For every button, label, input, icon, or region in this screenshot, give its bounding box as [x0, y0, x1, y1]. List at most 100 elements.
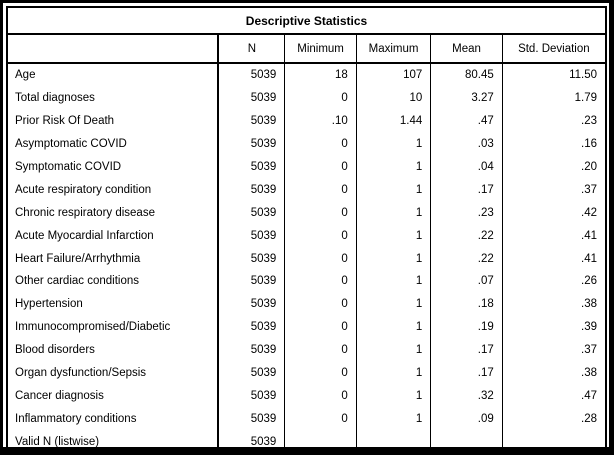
cell-std-deviation: .47	[501, 384, 606, 408]
row-label: Acute respiratory condition	[7, 178, 220, 202]
row-label: Asymptomatic COVID	[7, 132, 220, 156]
cell-n: 5039	[217, 407, 285, 431]
cell-n: 5039	[217, 86, 285, 110]
table-row: Hypertension 5039 0 1 .18 .38	[7, 292, 606, 316]
cell-minimum: 0	[284, 247, 357, 271]
cell-maximum: 1	[355, 270, 431, 293]
cell-std-deviation: 1.79	[501, 86, 606, 110]
cell-std-deviation: .38	[501, 361, 606, 385]
table-row: Cancer diagnosis 5039 0 1 .32 .47	[7, 384, 606, 408]
row-label: Organ dysfunction/Sepsis	[7, 361, 220, 385]
column-header-minimum: Minimum	[284, 34, 357, 64]
column-header-mean: Mean	[430, 34, 503, 64]
cell-maximum: 1	[355, 338, 431, 362]
cell-minimum: 0	[284, 338, 357, 362]
cell-minimum: .10	[284, 109, 357, 133]
column-header-n: N	[217, 34, 285, 64]
cell-minimum: 0	[284, 361, 357, 385]
cell-std-deviation: .39	[501, 315, 606, 339]
cell-mean: .17	[430, 178, 503, 202]
cell-maximum: 1	[355, 247, 431, 271]
row-label: Immunocompromised/Diabetic	[7, 315, 220, 339]
row-label: Chronic respiratory disease	[7, 201, 220, 225]
table-title-row: Descriptive Statistics	[7, 7, 606, 35]
cell-std-deviation: .41	[501, 224, 606, 248]
cell-std-deviation: .16	[501, 132, 606, 156]
cell-mean: 80.45	[430, 63, 503, 87]
cell-minimum: 0	[284, 407, 357, 431]
cell-n: 5039	[217, 292, 285, 316]
cell-std-deviation: .42	[501, 201, 606, 225]
row-label: Other cardiac conditions	[7, 270, 220, 293]
table-row: Organ dysfunction/Sepsis 5039 0 1 .17 .3…	[7, 361, 606, 385]
table-row: Other cardiac conditions 5039 0 1 .07 .2…	[7, 270, 606, 293]
cell-minimum: 18	[284, 63, 357, 87]
cell-maximum: 1.44	[355, 109, 431, 133]
cell-minimum: 0	[284, 270, 357, 293]
row-label: Blood disorders	[7, 338, 220, 362]
cell-minimum: 0	[284, 315, 357, 339]
cell-maximum: 1	[355, 132, 431, 156]
cell-std-deviation: .26	[501, 270, 606, 293]
cell-n: 5039	[217, 109, 285, 133]
cell-std-deviation	[501, 430, 606, 455]
cell-minimum: 0	[284, 132, 357, 156]
cell-minimum	[284, 430, 357, 455]
cell-mean	[430, 430, 503, 455]
cell-mean: 3.27	[430, 86, 503, 110]
cell-maximum	[355, 430, 431, 455]
cell-n: 5039	[217, 247, 285, 271]
cell-maximum: 10	[355, 86, 431, 110]
row-label: Inflammatory conditions	[7, 407, 220, 431]
cell-minimum: 0	[284, 292, 357, 316]
cell-n: 5039	[217, 178, 285, 202]
cell-mean: .17	[430, 338, 503, 362]
table-row: Blood disorders 5039 0 1 .17 .37	[7, 338, 606, 362]
cell-maximum: 1	[355, 178, 431, 202]
table-row: Total diagnoses 5039 0 10 3.27 1.79	[7, 86, 606, 110]
cell-mean: .32	[430, 384, 503, 408]
cell-mean: .22	[430, 247, 503, 271]
row-label: Valid N (listwise)	[7, 430, 220, 455]
cell-maximum: 1	[355, 224, 431, 248]
cell-mean: .22	[430, 224, 503, 248]
row-label: Hypertension	[7, 292, 220, 316]
cell-mean: .04	[430, 155, 503, 179]
cell-minimum: 0	[284, 224, 357, 248]
table-row: Immunocompromised/Diabetic 5039 0 1 .19 …	[7, 315, 606, 339]
cell-mean: .07	[430, 270, 503, 293]
table-title: Descriptive Statistics	[7, 7, 606, 35]
cell-minimum: 0	[284, 178, 357, 202]
column-header-stub	[7, 34, 220, 64]
table-row: Prior Risk Of Death 5039 .10 1.44 .47 .2…	[7, 109, 606, 133]
cell-minimum: 0	[284, 86, 357, 110]
cell-maximum: 1	[355, 155, 431, 179]
row-label: Age	[7, 63, 220, 87]
cell-mean: .09	[430, 407, 503, 431]
cell-n: 5039	[217, 132, 285, 156]
cell-mean: .17	[430, 361, 503, 385]
cell-minimum: 0	[284, 384, 357, 408]
cell-mean: .19	[430, 315, 503, 339]
cell-std-deviation: .23	[501, 109, 606, 133]
table-row: Heart Failure/Arrhythmia 5039 0 1 .22 .4…	[7, 247, 606, 271]
cell-std-deviation: .41	[501, 247, 606, 271]
cell-maximum: 1	[355, 361, 431, 385]
cell-maximum: 1	[355, 407, 431, 431]
table-row: Inflammatory conditions 5039 0 1 .09 .28	[7, 407, 606, 431]
cell-mean: .23	[430, 201, 503, 225]
cell-minimum: 0	[284, 201, 357, 225]
table-row: Symptomatic COVID 5039 0 1 .04 .20	[7, 155, 606, 179]
cell-n: 5039	[217, 338, 285, 362]
cell-n: 5039	[217, 361, 285, 385]
row-label: Cancer diagnosis	[7, 384, 220, 408]
row-label: Symptomatic COVID	[7, 155, 220, 179]
descriptive-statistics-table: Descriptive Statistics N Minimum Maximum…	[6, 6, 607, 455]
cell-n: 5039	[217, 201, 285, 225]
table-row: Age 5039 18 107 80.45 11.50	[7, 63, 606, 87]
cell-maximum: 107	[355, 63, 431, 87]
cell-n: 5039	[217, 384, 285, 408]
cell-std-deviation: 11.50	[501, 63, 606, 87]
cell-std-deviation: .37	[501, 178, 606, 202]
